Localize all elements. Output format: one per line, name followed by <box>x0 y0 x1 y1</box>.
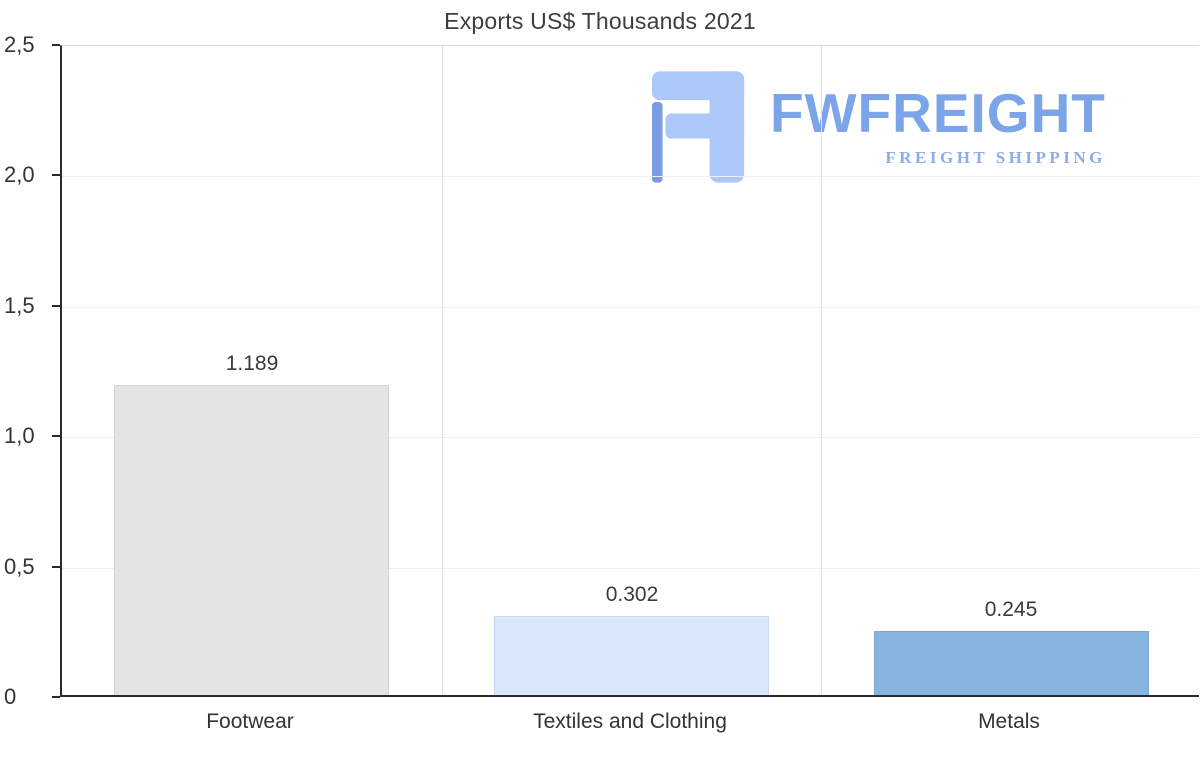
bar-metals <box>874 631 1149 695</box>
y-axis-tick-mark <box>52 304 60 307</box>
x-axis-category-label: Metals <box>978 710 1040 733</box>
vertical-gridline <box>821 46 822 695</box>
fwfreight-watermark: FWFREIGHT FREIGHT SHIPPING <box>652 68 1162 188</box>
x-axis-category-label: Footwear <box>206 710 294 733</box>
horizontal-gridline <box>62 306 1199 308</box>
chart-title: Exports US$ Thousands 2021 <box>444 8 756 34</box>
fwfreight-logo-icon <box>652 71 745 183</box>
y-axis-tick-label: 2,0 <box>4 162 35 188</box>
x-axis-category-label: Textiles and Clothing <box>533 710 727 733</box>
y-axis-tick-mark <box>52 696 60 698</box>
y-axis-tick-mark <box>52 44 60 46</box>
horizontal-gridline <box>62 437 1199 439</box>
brand-tagline: FREIGHT SHIPPING <box>885 148 1106 167</box>
y-axis-tick-mark <box>52 435 60 438</box>
bar-footwear <box>114 385 389 695</box>
y-axis-tick-mark <box>52 174 60 177</box>
bar-value-label: 1.189 <box>225 352 279 375</box>
horizontal-gridline <box>62 176 1199 178</box>
y-axis-tick-label: 2,5 <box>4 32 35 57</box>
plot-area: FWFREIGHT FREIGHT SHIPPING 1.189 0.302 0.2… <box>60 45 1199 697</box>
y-axis-tick-label: 1,5 <box>4 292 35 318</box>
y-axis-tick-label: 1,0 <box>4 423 35 449</box>
y-axis-tick-label: 0 <box>4 684 17 709</box>
bar-textiles-and-clothing <box>494 616 769 695</box>
bar-value-label: 0.302 <box>605 583 659 606</box>
y-axis-tick-mark <box>52 565 60 568</box>
horizontal-gridline <box>62 567 1199 569</box>
y-axis-tick-label: 0,5 <box>4 553 35 579</box>
vertical-gridline <box>442 46 443 695</box>
bar-value-label: 0.245 <box>984 598 1038 621</box>
